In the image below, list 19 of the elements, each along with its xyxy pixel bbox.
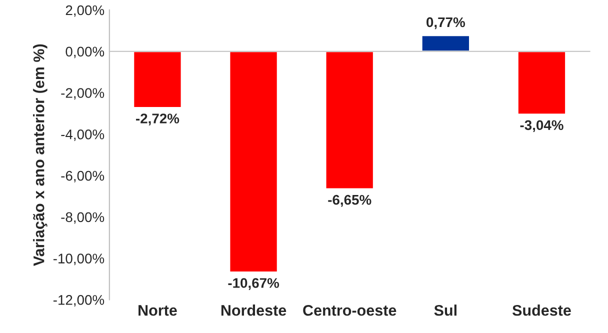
data-label: -2,72% <box>136 114 180 126</box>
y-tick-label: -8,00% <box>61 212 104 224</box>
y-axis-title: Variação x ano anterior (em %) <box>33 44 48 266</box>
x-tick-label: Norte <box>138 305 177 316</box>
data-label: -3,04% <box>520 120 564 132</box>
y-tick-label: -2,00% <box>61 88 104 100</box>
y-tick-label: -6,00% <box>61 170 104 182</box>
data-label: 0,77% <box>426 17 465 30</box>
x-tick-label: Sul <box>434 304 456 316</box>
data-label: -10,67% <box>228 278 280 290</box>
x-tick-label: Nordeste <box>221 304 286 316</box>
y-tick-label: -4,00% <box>61 129 104 141</box>
y-tick-label: -12,00% <box>53 295 104 307</box>
x-tick-label: Sudeste <box>512 304 571 316</box>
y-tick-label: 0,00% <box>66 46 104 58</box>
x-tick-label: Centro-oeste <box>303 304 396 316</box>
y-tick-label: -10,00% <box>53 254 104 266</box>
data-label: -6,65% <box>328 194 372 207</box>
y-tick-label: 2,00% <box>66 5 104 17</box>
